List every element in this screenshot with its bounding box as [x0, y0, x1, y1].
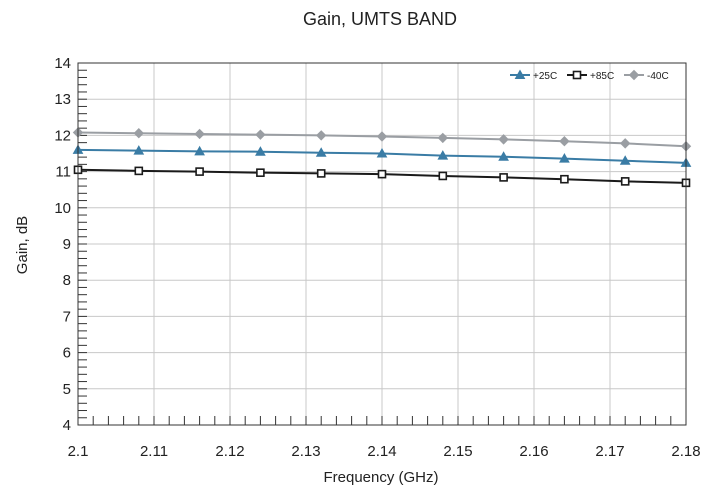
y-tick-label: 8: [63, 272, 71, 289]
data-point: [620, 177, 630, 186]
plot-area-frame: [77, 62, 687, 426]
y-tick-label: 5: [63, 381, 71, 398]
legend-marker: [572, 70, 582, 80]
data-point: [559, 153, 570, 163]
data-point: [315, 147, 327, 157]
data-point: [437, 150, 449, 160]
x-tick-label: 2.16: [519, 443, 548, 460]
x-tick-label: 2.18: [671, 443, 700, 460]
legend: +25C +85C -40C: [510, 69, 669, 82]
x-tick-label: 2.12: [215, 443, 244, 460]
legend-label: -40C: [647, 71, 669, 82]
y-tick-labels: 4 5 6 7 8 9 10 11 12 13 14: [54, 55, 71, 434]
x-axis-label: Frequency (GHz): [323, 469, 438, 486]
data-point: [559, 135, 570, 147]
data-point: [619, 155, 631, 165]
chart-title: Gain, UMTS BAND: [303, 9, 457, 29]
data-point: [619, 138, 631, 149]
x-tick-label: 2.14: [367, 443, 396, 460]
data-point: [437, 132, 449, 144]
y-tick-label: 6: [63, 345, 71, 362]
series-group: [72, 127, 692, 188]
y-tick-label: 10: [54, 200, 71, 217]
data-point: [255, 129, 266, 140]
y-tick-label: 12: [54, 127, 71, 144]
legend-item: +85C: [567, 70, 614, 82]
data-point: [560, 174, 569, 184]
x-tick-labels: 2.1 2.11 2.12 2.13 2.14 2.15 2.16 2.17 2.18: [68, 443, 701, 460]
data-point: [256, 168, 265, 177]
data-point: [376, 147, 388, 158]
x-tick-label: 2.1: [68, 443, 89, 460]
legend-marker: [628, 69, 640, 81]
series-0: [72, 144, 692, 167]
data-point: [438, 171, 448, 181]
data-point: [376, 131, 388, 142]
legend-marker: [514, 69, 526, 79]
y-tick-label: 4: [63, 417, 71, 434]
data-point: [316, 169, 326, 178]
legend-item: -40C: [624, 69, 669, 82]
series-1: [73, 165, 691, 188]
data-point: [134, 166, 144, 176]
y-tick-label: 9: [63, 236, 71, 253]
y-tick-label: 7: [63, 308, 71, 325]
y-tick-label: 13: [54, 91, 71, 108]
data-point: [498, 134, 509, 145]
x-tick-label: 2.11: [140, 443, 168, 460]
data-point: [377, 169, 387, 179]
data-point: [133, 145, 145, 155]
legend-label: +25C: [533, 71, 557, 82]
data-point: [194, 145, 205, 156]
grid: [77, 62, 687, 426]
y-tick-label: 11: [55, 164, 71, 181]
y-axis-label: Gain, dB: [14, 216, 31, 274]
x-tick-label: 2.13: [291, 443, 320, 460]
data-point: [133, 128, 145, 139]
data-point: [315, 130, 327, 141]
x-tick-label: 2.15: [443, 443, 472, 460]
data-point: [194, 128, 205, 140]
data-point: [255, 146, 266, 156]
x-tick-label: 2.17: [595, 443, 624, 460]
legend-label: +85C: [590, 71, 614, 82]
legend-item: +25C: [510, 69, 557, 82]
y-tick-label: 14: [54, 55, 71, 72]
data-point: [195, 167, 204, 176]
data-point: [499, 173, 508, 182]
data-point: [498, 151, 509, 161]
